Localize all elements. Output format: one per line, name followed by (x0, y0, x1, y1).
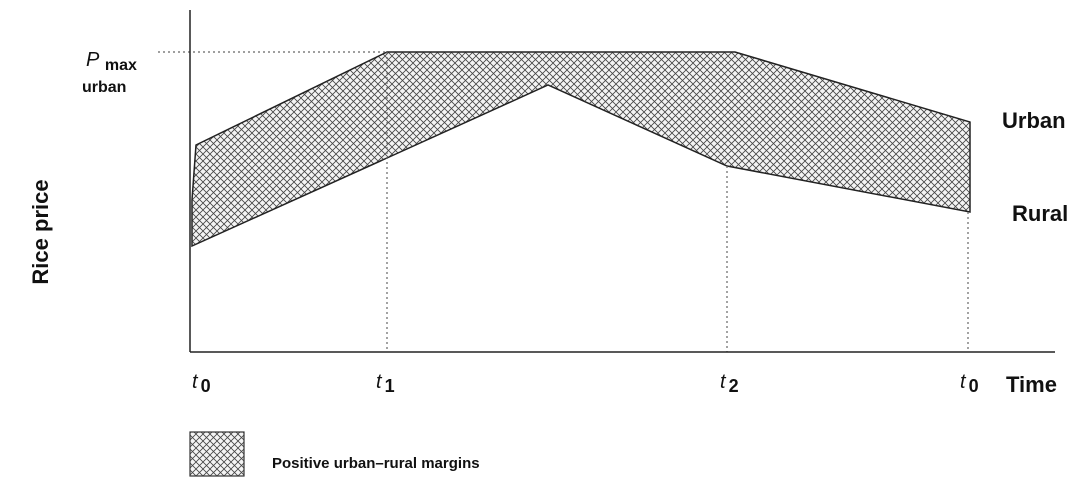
time-symbol: t (376, 371, 383, 393)
time-symbol: t (960, 371, 967, 393)
time-subscript: 0 (201, 376, 211, 396)
time-subscript: 1 (385, 376, 395, 396)
pmax-symbol: P (86, 49, 100, 71)
time-subscript: 2 (729, 376, 739, 396)
series-label: Rural (1012, 201, 1068, 226)
time-symbol: t (720, 371, 727, 393)
pmax-label: P max (86, 49, 137, 74)
y-axis-label: Rice price (28, 179, 53, 284)
time-symbol: t (192, 371, 199, 393)
margin-area (191, 51, 971, 248)
series-label: Urban (1002, 108, 1066, 133)
legend-label: Positive urban–rural margins (272, 455, 480, 472)
pmax-subscript: max (105, 57, 137, 74)
pmax-line2: urban (82, 79, 126, 96)
time-subscript: 0 (969, 376, 979, 396)
x-axis-label: Time (1006, 372, 1057, 397)
legend-swatch (189, 431, 245, 477)
